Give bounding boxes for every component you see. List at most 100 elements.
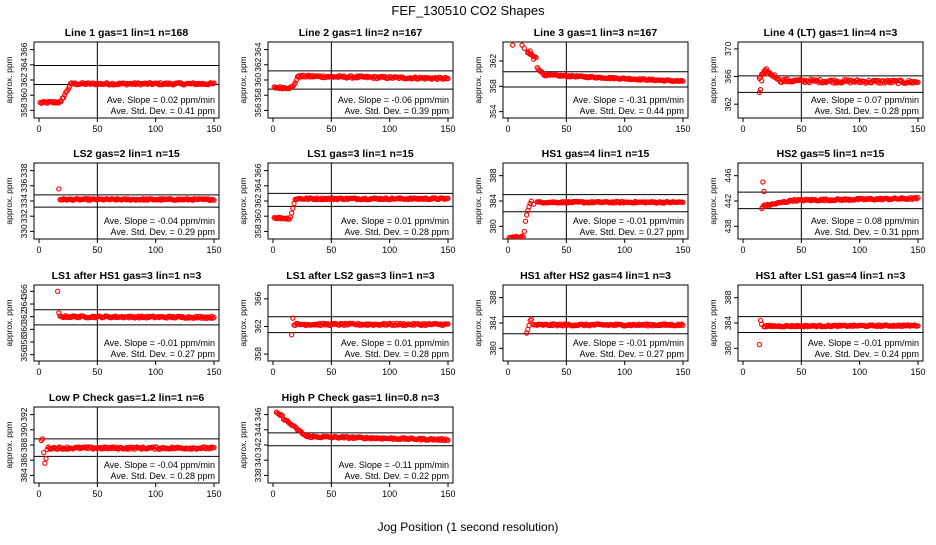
data-point <box>107 444 113 451</box>
x-tick-label: 0 <box>505 124 510 134</box>
slope-annotation: Ave. Slope = 0.01 ppm/min <box>341 338 449 348</box>
chart-panel: High P Check gas=1 lin=0.8 n=3 approx. pp… <box>238 392 456 499</box>
panel-title: LS2 gas=2 lin=1 n=15 <box>73 148 180 160</box>
data-point <box>211 80 217 86</box>
data-point <box>520 234 526 239</box>
x-tick-label: 50 <box>326 124 336 134</box>
panel-title: HS1 after LS1 gas=4 lin=1 n=3 <box>756 270 906 282</box>
data-point <box>756 341 762 348</box>
data-point <box>518 234 524 239</box>
data-point <box>526 322 532 329</box>
data-point <box>308 74 315 80</box>
panel-title: Line 2 gas=1 lin=2 n=167 <box>299 27 423 39</box>
data-point <box>160 197 166 203</box>
data-point <box>763 66 769 72</box>
y-axis-label: approx. ppm <box>473 177 483 224</box>
y-axis-label: approx. ppm <box>4 56 14 103</box>
data-point <box>760 179 766 185</box>
data-point <box>130 81 137 87</box>
x-tick-label: 50 <box>92 124 102 134</box>
data-point <box>100 444 106 450</box>
data-point <box>193 313 200 320</box>
x-tick-label: 100 <box>382 367 397 377</box>
x-tick-label: 100 <box>617 245 632 255</box>
chart-panel: LS1 after LS2 gas=3 lin=1 n=3 approx. ppm… <box>238 270 456 377</box>
data-point <box>271 84 277 90</box>
data-point <box>203 314 209 320</box>
x-tick-label: 150 <box>206 489 221 499</box>
data-point <box>573 74 579 80</box>
panel-title: Line 3 gas=1 lin=3 n=167 <box>534 27 658 39</box>
x-tick-label: 150 <box>910 367 925 377</box>
x-tick-label: 150 <box>206 124 221 134</box>
data-point <box>363 434 369 440</box>
x-tick-label: 0 <box>36 489 41 499</box>
y-tick-label: 342 <box>253 438 263 452</box>
data-point <box>389 435 395 441</box>
chart-panel: HS1 after HS2 gas=4 lin=1 n=3 approx. ppm… <box>473 270 691 377</box>
x-tick-label: 150 <box>675 367 690 377</box>
x-tick-label: 0 <box>36 367 41 377</box>
y-tick-label: 366 <box>19 42 29 56</box>
data-point <box>524 212 530 218</box>
data-point <box>528 51 534 57</box>
y-tick-label: 384 <box>488 194 498 208</box>
data-point <box>510 42 516 48</box>
data-point <box>645 77 651 83</box>
data-point <box>636 77 642 83</box>
x-tick-label: 150 <box>206 367 221 377</box>
data-point <box>534 322 540 328</box>
y-tick-label: 366 <box>723 69 733 83</box>
figure-title: FEF_130510 CO2 Shapes <box>391 3 545 18</box>
x-tick-label: 0 <box>505 245 510 255</box>
data-points <box>56 186 217 203</box>
data-point <box>521 228 527 235</box>
slope-annotation: Ave. Slope = 0.01 ppm/min <box>341 216 449 226</box>
y-tick-label: 388 <box>488 290 498 304</box>
data-point <box>531 201 537 207</box>
data-point <box>900 323 906 329</box>
data-points <box>273 409 451 444</box>
x-tick-label: 50 <box>796 367 806 377</box>
data-point <box>522 218 529 224</box>
y-tick-label: 358 <box>253 88 263 102</box>
x-tick-label: 100 <box>148 367 163 377</box>
data-point <box>841 196 848 202</box>
x-tick-label: 150 <box>440 245 455 255</box>
x-tick-label: 100 <box>148 245 163 255</box>
x-tick-label: 150 <box>206 245 221 255</box>
y-axis-label: approx. ppm <box>4 299 14 346</box>
x-tick-label: 100 <box>617 124 632 134</box>
slope-annotation: Ave. Slope = 0.07 ppm/min <box>811 95 919 105</box>
x-tick-label: 150 <box>440 489 455 499</box>
y-tick-label: 380 <box>488 219 498 233</box>
x-tick-label: 0 <box>505 367 510 377</box>
y-axis-label: approx. ppm <box>238 56 248 103</box>
data-point <box>161 445 167 451</box>
x-tick-label: 150 <box>675 124 690 134</box>
data-point <box>41 449 47 456</box>
data-point <box>396 321 402 328</box>
data-point <box>655 322 662 329</box>
data-point <box>289 210 295 216</box>
y-tick-label: 366 <box>253 163 263 177</box>
data-point <box>907 79 913 86</box>
data-points <box>289 315 451 338</box>
std-dev-annotation: Ave. Std. Dev. = 0.27 ppm <box>111 349 215 359</box>
std-dev-annotation: Ave. Std. Dev. = 0.29 ppm <box>111 227 215 237</box>
data-point <box>764 69 771 75</box>
data-point <box>104 445 110 451</box>
slope-annotation: Ave. Slope = -0.31 ppm/min <box>573 95 684 105</box>
y-tick-label: 336 <box>19 178 29 192</box>
slope-annotation: Ave. Slope = -0.11 ppm/min <box>339 460 449 470</box>
data-point <box>58 98 64 104</box>
y-axis-label: approx. ppm <box>238 177 248 224</box>
data-point <box>914 196 920 202</box>
data-point <box>527 200 533 207</box>
data-point <box>816 80 822 86</box>
plot-frame <box>267 284 454 362</box>
data-point <box>43 456 49 462</box>
